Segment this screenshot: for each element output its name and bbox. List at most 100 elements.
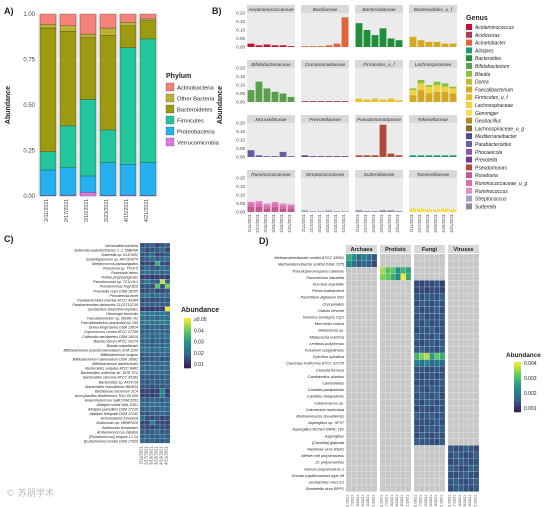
group-title: Archaea [350, 247, 373, 253]
heatmap-cell [149, 274, 156, 280]
panel-b: AbundanceAcidaminococcaceae0.000.050.100… [217, 5, 527, 233]
facet-title: Pseudomonadaceae [357, 117, 401, 123]
heatmap-cell [447, 352, 454, 360]
heatmap-cell [463, 484, 469, 492]
facet-bar [247, 201, 255, 204]
heatmap-cell [439, 445, 446, 453]
heatmap-cell [361, 465, 367, 472]
heatmap-cell [139, 288, 146, 294]
heatmap-cell [366, 438, 372, 446]
bar-segment [139, 18, 157, 21]
heatmap-cell [424, 286, 430, 294]
heatmap-cell [429, 260, 435, 268]
heatmap-cell [439, 438, 446, 446]
heatmap-cell [424, 385, 430, 393]
heatmap-cell [458, 273, 464, 281]
heatmap-cell [413, 478, 420, 486]
heatmap-cell [154, 247, 161, 253]
heatmap-cell [468, 392, 474, 400]
heatmap-cell [390, 418, 396, 426]
heatmap-cell [144, 292, 151, 298]
heatmap-cell [405, 326, 412, 334]
legend-label: Verrucomicrobia [177, 141, 220, 147]
heatmap-cell [424, 458, 430, 466]
bar-segment [119, 22, 137, 26]
heatmap-cell [453, 346, 459, 354]
panel-a-xtick: 2/11/2021 [44, 199, 50, 222]
heatmap-row-label: Paramecium biaurelia [306, 275, 344, 280]
facet-bar [433, 155, 441, 157]
heatmap-cell [395, 359, 401, 367]
heatmap-cell [463, 465, 469, 472]
heatmap-cell [356, 432, 362, 439]
heatmap-cell [473, 445, 480, 453]
heatmap-cell [400, 319, 406, 327]
facet-plot-bg [301, 123, 349, 157]
heatmap-cell [379, 471, 386, 479]
heatmap-cell [463, 267, 469, 274]
heatmap-row-label: Clavaria fumosa [316, 367, 345, 372]
heatmap-row-label: Ralstonia virus RSA1 [307, 447, 344, 452]
heatmap-cell [453, 392, 459, 400]
heatmap-row-label: Coprococcus comes ATCC 27758 [84, 330, 138, 334]
heatmap-cell [463, 385, 469, 393]
heatmap-cell [439, 280, 446, 288]
facet-bar [425, 93, 433, 102]
heatmap-cell [439, 300, 446, 307]
heatmap-cell [361, 484, 367, 492]
colorbar-segment [514, 389, 521, 393]
heatmap-cell [419, 405, 425, 413]
heatmap-xtick: 4/15/2021 [400, 495, 404, 507]
facet-title: Ruminococcaceae [251, 172, 291, 178]
heatmap-cell [154, 242, 161, 248]
heatmap-cell [144, 379, 151, 385]
facet-title: Lachnospiraceae [415, 62, 452, 68]
heatmap-cell [429, 465, 435, 472]
heatmap-cell [400, 478, 406, 486]
heatmap-cell [351, 438, 357, 446]
heatmap-cell [439, 451, 446, 459]
heatmap-cell [429, 280, 435, 288]
heatmap-cell [144, 361, 151, 366]
colorbar-segment [184, 338, 191, 341]
facet-title: Firmicutes_u_f [363, 62, 395, 68]
heatmap-cell [405, 300, 412, 307]
heatmap-cell [447, 333, 454, 340]
heatmap-cell [154, 256, 161, 262]
heatmap-cell [164, 415, 171, 421]
heatmap-cell [468, 313, 474, 321]
heatmap-cell [434, 458, 440, 466]
heatmap-cell [164, 347, 171, 353]
heatmap-cell [419, 484, 425, 492]
heatmap-cell [390, 267, 396, 274]
facet-ytick: 0.10 [236, 28, 245, 33]
legend-label: Streptococcus [475, 197, 507, 203]
heatmap-cell [144, 424, 151, 430]
heatmap-cell [434, 418, 440, 426]
heatmap-cell [159, 252, 166, 257]
legend-label: Faecalibacterium [475, 87, 513, 93]
facet-bar [247, 90, 255, 102]
heatmap-cell [453, 478, 459, 486]
heatmap-cell [458, 359, 464, 367]
heatmap-cell [345, 458, 352, 466]
heatmap-cell [473, 458, 480, 466]
heatmap-cell [424, 319, 430, 327]
heatmap-cell [419, 306, 425, 314]
heatmap-cell [159, 388, 166, 394]
heatmap-cell [400, 425, 406, 433]
facet-bar [395, 211, 403, 212]
legend-label: Mediterraneibacter [475, 134, 517, 140]
heatmap-cell [419, 372, 425, 380]
heatmap-cell [356, 379, 362, 387]
heatmap-cell [424, 260, 430, 268]
heatmap-cell [390, 366, 396, 373]
heatmap-cell [385, 273, 391, 281]
colorbar-segment [514, 379, 521, 383]
heatmap-cell [400, 267, 406, 274]
heatmap-cell [453, 471, 459, 479]
bar-segment [59, 31, 77, 127]
heatmap-xtick: 3/23/2021 [361, 495, 365, 507]
heatmap-cell [159, 406, 166, 412]
facet-plot-bg [409, 178, 457, 212]
